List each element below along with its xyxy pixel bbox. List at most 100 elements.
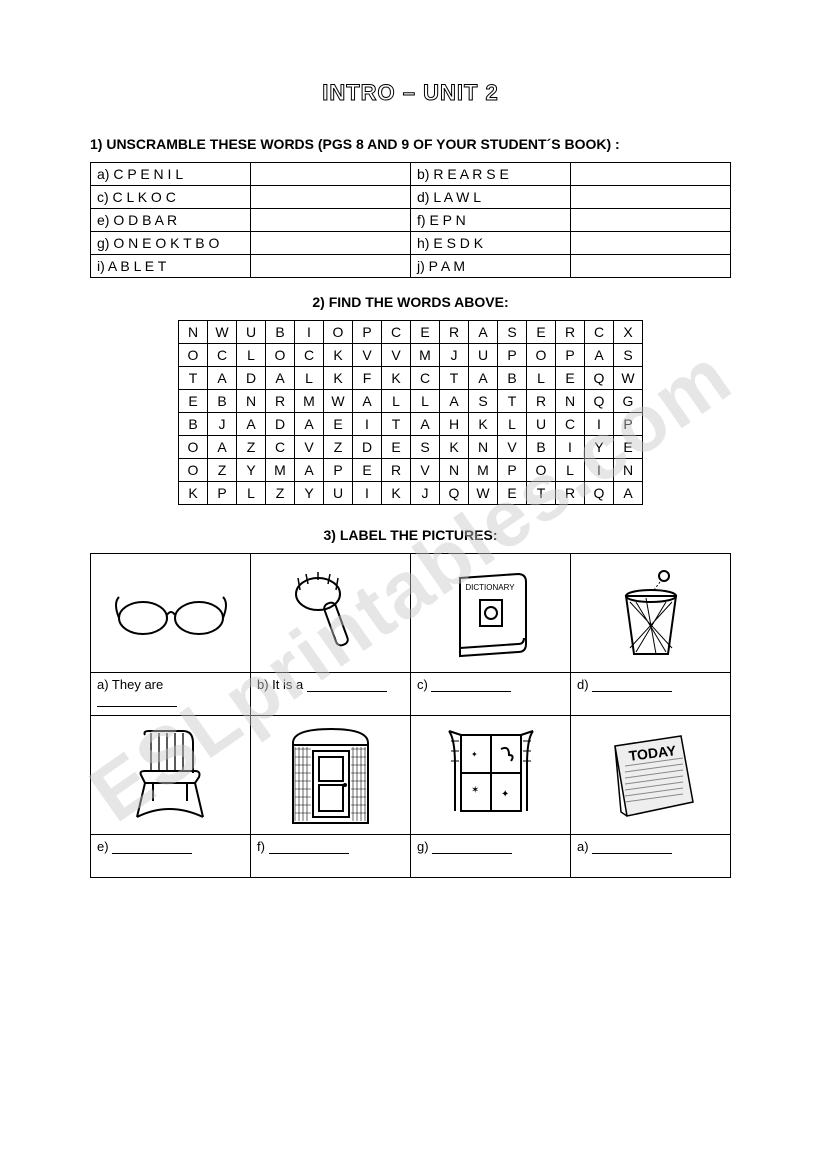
- wordsearch-cell: A: [469, 321, 498, 344]
- wordsearch-row: OAZCVZDESKNVBIYE: [179, 436, 643, 459]
- wordsearch-cell: U: [527, 413, 556, 436]
- wordsearch-cell: E: [324, 413, 353, 436]
- wordsearch-cell: E: [353, 459, 382, 482]
- wordsearch-cell: N: [237, 390, 266, 413]
- wordsearch-cell: R: [527, 390, 556, 413]
- unscramble-answer-left[interactable]: [251, 232, 411, 255]
- picture-label-cell[interactable]: c): [411, 673, 571, 716]
- wordsearch-cell: A: [295, 413, 324, 436]
- wordsearch-cell: W: [614, 367, 643, 390]
- picture-label-text: g): [417, 839, 429, 854]
- wordsearch-cell: D: [353, 436, 382, 459]
- wordsearch-cell: C: [382, 321, 411, 344]
- picture-label-cell[interactable]: e): [91, 835, 251, 878]
- wordsearch-cell: Y: [295, 482, 324, 505]
- answer-blank[interactable]: [97, 694, 177, 707]
- wordsearch-cell: O: [527, 459, 556, 482]
- wordsearch-cell: S: [614, 344, 643, 367]
- picture-label-cell[interactable]: f): [251, 835, 411, 878]
- unscramble-answer-left[interactable]: [251, 186, 411, 209]
- picture-cell: [91, 554, 251, 673]
- section1-instruction: 1) UNSCRAMBLE THESE WORDS (PGS 8 AND 9 O…: [90, 136, 731, 152]
- wordsearch-cell: C: [295, 344, 324, 367]
- wordsearch-cell: E: [614, 436, 643, 459]
- answer-blank[interactable]: [431, 679, 511, 692]
- wordsearch-cell: A: [614, 482, 643, 505]
- wordsearch-cell: O: [266, 344, 295, 367]
- unscramble-answer-right[interactable]: [571, 232, 731, 255]
- answer-blank[interactable]: [592, 679, 672, 692]
- picture-cell: DICTIONARY: [411, 554, 571, 673]
- picture-cell: TODAY: [571, 716, 731, 835]
- wordsearch-cell: T: [527, 482, 556, 505]
- wordsearch-row: KPLZYUIKJQWETRQA: [179, 482, 643, 505]
- unscramble-answer-left[interactable]: [251, 163, 411, 186]
- wordsearch-cell: A: [411, 413, 440, 436]
- wordsearch-cell: N: [469, 436, 498, 459]
- svg-text:✦: ✦: [501, 789, 509, 800]
- picture-label-cell[interactable]: a) They are: [91, 673, 251, 716]
- answer-blank[interactable]: [112, 841, 192, 854]
- unscramble-table: a) C P E N I Lb) R E A R S Ec) C L K O C…: [90, 162, 731, 278]
- wordsearch-cell: Q: [585, 367, 614, 390]
- wordsearch-cell: M: [266, 459, 295, 482]
- unscramble-cell-right: b) R E A R S E: [411, 163, 571, 186]
- wordsearch-cell: I: [353, 413, 382, 436]
- worksheet-page: ESLprintables.com INTRO – UNIT 2 1) UNSC…: [0, 0, 821, 1169]
- picture-label-text: a): [577, 839, 589, 854]
- answer-blank[interactable]: [307, 679, 387, 692]
- unscramble-row: i) A B L E Tj) P A M: [91, 255, 731, 278]
- picture-label-text: a) They are: [97, 677, 163, 692]
- wordsearch-cell: I: [353, 482, 382, 505]
- unscramble-answer-right[interactable]: [571, 209, 731, 232]
- wordsearch-cell: O: [324, 321, 353, 344]
- picture-cell: [91, 716, 251, 835]
- wordsearch-cell: T: [498, 390, 527, 413]
- unscramble-cell-right: d) L A W L: [411, 186, 571, 209]
- wordsearch-cell: E: [527, 321, 556, 344]
- wordsearch-cell: L: [498, 413, 527, 436]
- wordsearch-cell: U: [324, 482, 353, 505]
- wordsearch-row: EBNRMWALLASTRNQG: [179, 390, 643, 413]
- unscramble-cell-left: e) O D B A R: [91, 209, 251, 232]
- wordsearch-cell: C: [556, 413, 585, 436]
- wordsearch-cell: P: [324, 459, 353, 482]
- unscramble-answer-right[interactable]: [571, 186, 731, 209]
- wordsearch-cell: X: [614, 321, 643, 344]
- wordsearch-cell: Z: [324, 436, 353, 459]
- svg-text:✦: ✦: [471, 750, 478, 759]
- wordsearch-cell: Q: [585, 390, 614, 413]
- wordsearch-cell: V: [353, 344, 382, 367]
- answer-blank[interactable]: [269, 841, 349, 854]
- wordsearch-cell: B: [208, 390, 237, 413]
- unscramble-answer-right[interactable]: [571, 163, 731, 186]
- wordsearch-cell: G: [614, 390, 643, 413]
- window-icon: ✶✦✦: [443, 725, 538, 825]
- picture-label-cell[interactable]: a): [571, 835, 731, 878]
- wordsearch-cell: M: [469, 459, 498, 482]
- door-icon: [283, 723, 378, 828]
- picture-label-cell[interactable]: b) It is a: [251, 673, 411, 716]
- wordsearch-cell: N: [614, 459, 643, 482]
- picture-label-cell[interactable]: d): [571, 673, 731, 716]
- answer-blank[interactable]: [592, 841, 672, 854]
- unscramble-cell-left: g) O N E O K T B O: [91, 232, 251, 255]
- wordsearch-row: OCLOCKVVMJUPOPAS: [179, 344, 643, 367]
- picture-label-cell[interactable]: g): [411, 835, 571, 878]
- wordsearch-cell: J: [208, 413, 237, 436]
- picture-row: ✶✦✦TODAY: [91, 716, 731, 835]
- unscramble-answer-left[interactable]: [251, 255, 411, 278]
- wordsearch-cell: T: [382, 413, 411, 436]
- wordsearch-cell: I: [295, 321, 324, 344]
- wordsearch-cell: A: [353, 390, 382, 413]
- unscramble-answer-left[interactable]: [251, 209, 411, 232]
- wordsearch-cell: E: [179, 390, 208, 413]
- picture-label-text: b) It is a: [257, 677, 303, 692]
- picture-label-text: e): [97, 839, 109, 854]
- wordsearch-cell: E: [411, 321, 440, 344]
- picture-cell: [571, 554, 731, 673]
- wordsearch-cell: A: [469, 367, 498, 390]
- answer-blank[interactable]: [432, 841, 512, 854]
- picture-label-row: a) They are b) It is a c) d): [91, 673, 731, 716]
- unscramble-answer-right[interactable]: [571, 255, 731, 278]
